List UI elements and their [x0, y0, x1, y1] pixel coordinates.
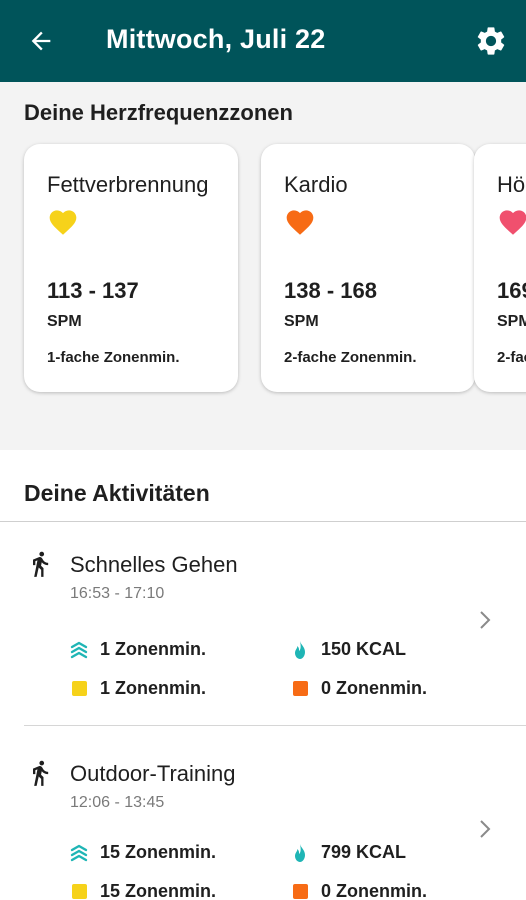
zone-card-peak[interactable]: Höchstleistung 169 - 220 SPM 2-fache Zon…: [474, 144, 526, 392]
zone-multiplier: 2-fache Zonenmin.: [497, 349, 526, 366]
page-title: Mittwoch, Juli 22: [106, 24, 326, 54]
arrow-back-icon: [31, 31, 51, 51]
chevron-right-icon: [480, 820, 491, 838]
fatburn-minutes-value: 15 Zonenmin.: [100, 881, 217, 900]
calories-value: 799 KCAL: [321, 842, 407, 862]
walking-icon: [33, 760, 49, 786]
zone-multiplier: 1-fache Zonenmin.: [47, 349, 180, 366]
cardio-square-icon: [291, 883, 309, 900]
cardio-minutes-stat: 0 Zonenmin.: [291, 881, 427, 900]
zone-range: 138 - 168: [284, 278, 377, 303]
cardio-minutes-stat: 0 Zonenmin.: [291, 678, 427, 699]
zone-range: 113 - 137: [47, 278, 139, 303]
heart-icon: [286, 210, 314, 235]
walking-icon: [33, 551, 49, 577]
activity-time: 16:53 - 17:10: [70, 585, 165, 602]
zone-card-cardio[interactable]: Kardio 138 - 168 SPM 2-fache Zonenmin.: [261, 144, 475, 392]
fatburn-minutes-stat: 15 Zonenmin.: [70, 881, 216, 900]
activity-row[interactable]: Schnelles Gehen 16:53 - 17:10 1 Zonenmin…: [0, 522, 526, 722]
heart-icon: [499, 210, 526, 235]
fatburn-square-icon: [70, 680, 88, 698]
activity-time: 12:06 - 13:45: [70, 794, 165, 811]
calories-stat: 799 KCAL: [291, 842, 406, 863]
heart-rate-zones-section: Deine Herzfrequenzzonen Fettverbrennung …: [0, 82, 526, 450]
zone-minutes-stat: 1 Zonenmin.: [70, 639, 206, 660]
zone-unit: SPM: [497, 313, 526, 330]
divider: [24, 725, 526, 726]
activity-row[interactable]: Outdoor-Training 12:06 - 13:45 15 Zonenm…: [0, 731, 526, 900]
fatburn-square-icon: [70, 883, 88, 900]
zone-minutes-icon: [70, 641, 88, 659]
zone-name: Kardio: [284, 172, 348, 197]
zone-unit: SPM: [47, 313, 82, 330]
heart-icon: [49, 210, 77, 235]
app-bar: Mittwoch, Juli 22: [0, 0, 526, 82]
zone-minutes-value: 15 Zonenmin.: [100, 842, 217, 862]
zone-minutes-icon: [70, 844, 88, 862]
fatburn-minutes-value: 1 Zonenmin.: [100, 678, 207, 698]
activity-name: Schnelles Gehen: [70, 552, 238, 577]
cardio-minutes-value: 0 Zonenmin.: [321, 678, 428, 698]
zones-heading: Deine Herzfrequenzzonen: [24, 100, 293, 125]
zone-unit: SPM: [284, 313, 319, 330]
flame-icon: [291, 843, 309, 862]
cardio-square-icon: [291, 680, 309, 698]
back-button[interactable]: [24, 24, 58, 58]
zone-name: Fettverbrennung: [47, 172, 209, 197]
cardio-minutes-value: 0 Zonenmin.: [321, 881, 428, 900]
fatburn-minutes-stat: 1 Zonenmin.: [70, 678, 206, 699]
zone-minutes-stat: 15 Zonenmin.: [70, 842, 216, 863]
zone-range: 169 - 220: [497, 278, 526, 303]
zone-multiplier: 2-fache Zonenmin.: [284, 349, 417, 366]
zone-card-fatburn[interactable]: Fettverbrennung 113 - 137 SPM 1-fache Zo…: [24, 144, 238, 392]
settings-button[interactable]: [472, 22, 510, 60]
chevron-right-icon: [480, 611, 491, 629]
calories-stat: 150 KCAL: [291, 639, 406, 660]
activity-name: Outdoor-Training: [70, 761, 236, 786]
zone-name: Höchstleistung: [497, 172, 526, 197]
divider: [0, 521, 526, 522]
flame-icon: [291, 640, 309, 659]
gear-icon: [477, 27, 505, 55]
activities-heading: Deine Aktivitäten: [24, 480, 210, 506]
calories-value: 150 KCAL: [321, 639, 407, 659]
zone-minutes-value: 1 Zonenmin.: [100, 639, 207, 659]
